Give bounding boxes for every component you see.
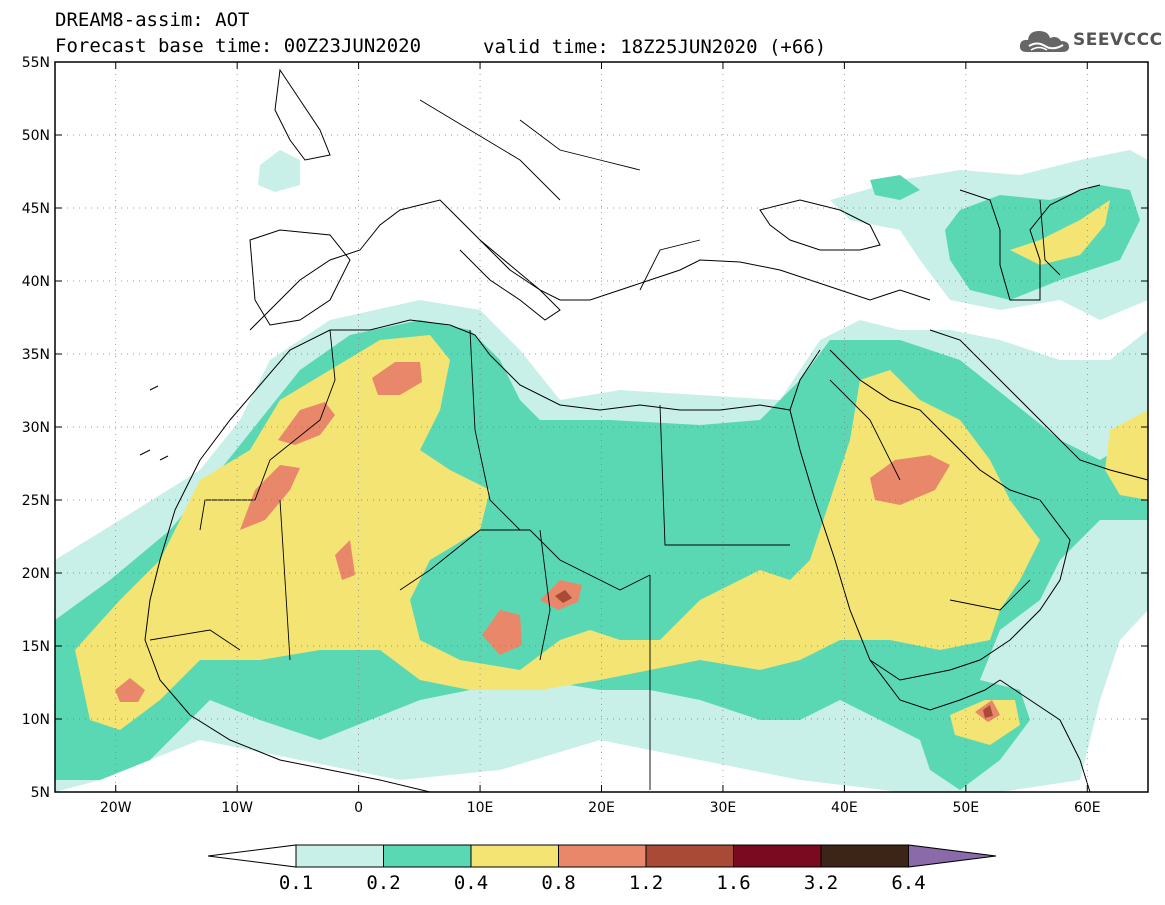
lat-label: 55N: [22, 55, 50, 71]
lat-label: 5N: [31, 785, 50, 801]
border-line: [539, 529, 551, 661]
colorbar-label: 0.2: [366, 872, 400, 894]
gridlines: [55, 62, 1148, 792]
lat-label: 20N: [22, 566, 50, 582]
colorbar-over-arrow: [908, 844, 997, 868]
colorbar-swatch: [558, 844, 647, 868]
aot-contour-0.2: [870, 175, 920, 200]
colorbar-swatch: [645, 844, 734, 868]
border-line: [519, 119, 641, 171]
lat-label: 45N: [22, 201, 50, 217]
seevccc-logo: SEEVCCC: [1017, 24, 1162, 58]
colorbar-label: 6.4: [891, 872, 925, 894]
lat-label: 30N: [22, 420, 50, 436]
coastlines: [139, 68, 1148, 792]
aot-contour-0.8: [115, 678, 145, 702]
coastline-italy: [459, 239, 561, 321]
aot-contour-0.8: [870, 455, 950, 505]
aot-contour-1.2: [983, 705, 993, 718]
colorbar-swatch: [470, 844, 559, 868]
border-line: [659, 404, 790, 546]
lat-label: 10N: [22, 712, 50, 728]
lat-label: 35N: [22, 347, 50, 363]
colorbar-label: 1.2: [629, 872, 663, 894]
coastline-africa-west: [144, 459, 431, 792]
border-line: [469, 329, 521, 531]
map-title: DREAM8-assim: AOT: [55, 9, 250, 31]
coastline-caspian: [959, 184, 1101, 301]
coastline-canaries: [139, 385, 169, 461]
borders: [149, 99, 1061, 790]
colorbar-label: 0.4: [454, 872, 488, 894]
colorbar-swatch: [733, 844, 822, 868]
colorbar-under-arrow: [207, 844, 297, 868]
lat-label: 50N: [22, 128, 50, 144]
lon-label: 20W: [100, 800, 132, 816]
aot-contour-0.1: [258, 150, 300, 192]
lat-label: 40N: [22, 274, 50, 290]
aot-contour-0.8: [372, 362, 422, 395]
cloud-icon: [1019, 31, 1069, 52]
lon-label: 10E: [467, 800, 494, 816]
colorbar-label: 0.8: [541, 872, 575, 894]
border-line: [149, 629, 241, 651]
colorbar-label: 3.2: [804, 872, 838, 894]
border-line: [254, 329, 336, 501]
colorbar-swatch: [295, 844, 384, 868]
aot-contour-1.2: [555, 590, 572, 603]
aot-contour-0.8: [278, 402, 335, 445]
valid-time: valid time: 18Z25JUN2020 (+66): [483, 36, 827, 58]
border-line: [279, 499, 291, 661]
aot-contour-0.4: [1010, 200, 1110, 265]
lon-label: 60E: [1074, 800, 1101, 816]
colorbar: 0.1 0.2 0.4 0.8 1.2 1.6 3.2 6.4: [207, 844, 997, 894]
border-line: [639, 239, 701, 291]
coastline-africa-north: [199, 319, 821, 461]
coastline-britain: [274, 68, 331, 161]
border-line: [1039, 199, 1061, 276]
coastline-iberia: [249, 229, 351, 326]
lat-label: 15N: [22, 639, 50, 655]
coastline-europe: [249, 199, 931, 331]
axis-ticks: 55N 50N 45N 40N 35N 30N 25N 20N 15N 10N 5N 20W 10W 0 1…: [22, 55, 1148, 816]
lon-label: 30E: [710, 800, 737, 816]
coastline-persia: [929, 329, 1148, 481]
aot-contour-0.8: [482, 610, 522, 655]
border-line: [829, 379, 901, 481]
coastline-arabia: [829, 349, 1071, 681]
lon-label: 10W: [221, 800, 253, 816]
colorbar-label: 0.1: [279, 872, 313, 894]
border-line: [399, 529, 651, 591]
logo-text: SEEVCCC: [1073, 30, 1163, 50]
lon-label: 40E: [831, 800, 858, 816]
colorbar-swatch: [820, 844, 909, 868]
aot-contour-0.4: [950, 700, 1020, 745]
border-line: [419, 99, 561, 201]
forecast-base-time: Forecast base time: 00Z23JUN2020: [55, 35, 422, 57]
coastline-horn: [999, 679, 1091, 792]
border-line: [949, 579, 1031, 611]
lon-label: 0: [354, 800, 363, 816]
lon-label: 50E: [952, 800, 979, 816]
colorbar-label: 1.6: [716, 872, 750, 894]
aot-field: [55, 150, 1148, 792]
lat-label: 25N: [22, 493, 50, 509]
aot-contour-0.8: [240, 465, 300, 530]
lon-label: 20E: [588, 800, 615, 816]
aot-contour-0.8: [335, 540, 355, 580]
colorbar-swatch: [383, 844, 472, 868]
coastline-blacksea: [759, 199, 881, 251]
